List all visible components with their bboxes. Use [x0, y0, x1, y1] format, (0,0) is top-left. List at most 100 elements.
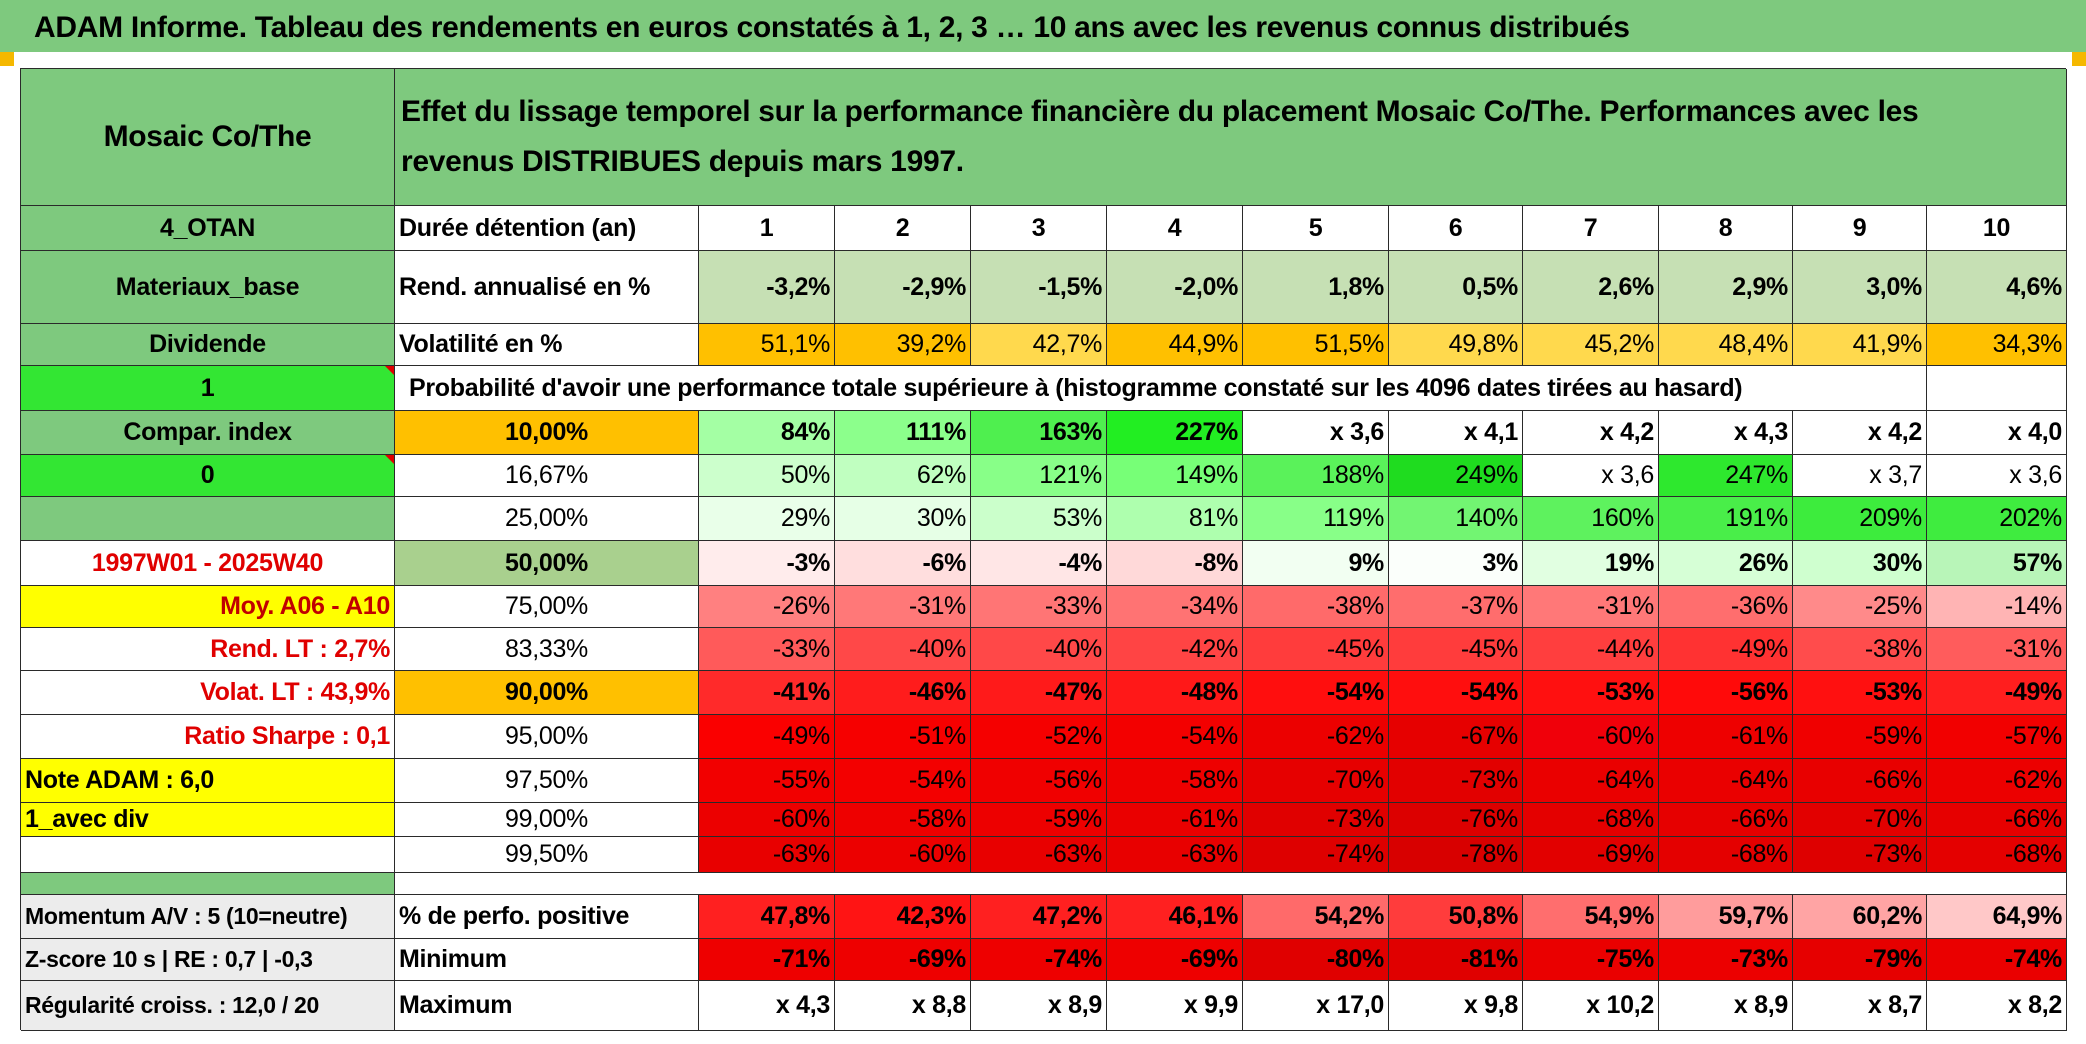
separator-green [21, 873, 395, 895]
quantile-value: -6% [835, 541, 971, 586]
quantile-value: 57% [1927, 541, 2067, 586]
quantile-label: 99,50% [395, 837, 699, 873]
quantile-value: -66% [1659, 803, 1793, 837]
quantile-value: -63% [971, 837, 1107, 873]
comment-indicator[interactable] [385, 366, 394, 375]
rend-value: -1,5% [971, 251, 1107, 324]
max-value: x 17,0 [1243, 981, 1389, 1031]
fund-code: 4_OTAN [21, 206, 395, 251]
quantile-value: 62% [835, 455, 971, 497]
vol-value: 41,9% [1793, 324, 1927, 366]
quantile-value: -76% [1389, 803, 1523, 837]
year-header: 1 [699, 206, 835, 251]
rend-value: -2,9% [835, 251, 971, 324]
proba-description: Probabilité d'avoir une performance tota… [395, 366, 1927, 411]
quantile-value: x 4,3 [1659, 411, 1793, 455]
min-value: -79% [1793, 939, 1927, 981]
max-value: x 9,9 [1107, 981, 1243, 1031]
spacer-row [395, 873, 2067, 895]
quantile-value: -68% [1927, 837, 2067, 873]
min-value: -74% [1927, 939, 2067, 981]
comment-indicator[interactable] [385, 455, 394, 464]
quantile-value: -57% [1927, 715, 2067, 759]
quantile-value: -31% [1523, 586, 1659, 628]
max-value: x 8,9 [1659, 981, 1793, 1031]
min-value: -74% [971, 939, 1107, 981]
min-value: -69% [835, 939, 971, 981]
rend-lt: Rend. LT : 2,7% [21, 628, 395, 671]
ratio-sharpe: Ratio Sharpe : 0,1 [21, 715, 395, 759]
pos-label: % de perfo. positive [395, 895, 699, 939]
quantile-value: -58% [1107, 759, 1243, 803]
quantile-label: 16,67% [395, 455, 699, 497]
quantile-value: 188% [1243, 455, 1389, 497]
quantile-value: -14% [1927, 586, 2067, 628]
year-header: 10 [1927, 206, 2067, 251]
vol-value: 39,2% [835, 324, 971, 366]
flag-zero: 0 [21, 455, 395, 497]
min-value: -75% [1523, 939, 1659, 981]
quantile-value: 202% [1927, 497, 2067, 541]
rend-value: 0,5% [1389, 251, 1523, 324]
quantile-value: -49% [699, 715, 835, 759]
quantile-value: -44% [1523, 628, 1659, 671]
quantile-value: -61% [1659, 715, 1793, 759]
quantile-value: -53% [1793, 671, 1927, 715]
quantile-label: 99,00% [395, 803, 699, 837]
quantile-value: -49% [1927, 671, 2067, 715]
rend-value: -3,2% [699, 251, 835, 324]
avec-div: 1_avec div [21, 803, 395, 837]
pos-value: 42,3% [835, 895, 971, 939]
quantile-value: -40% [971, 628, 1107, 671]
quantile-label: 25,00% [395, 497, 699, 541]
quantile-value: 19% [1523, 541, 1659, 586]
quantile-value: -78% [1389, 837, 1523, 873]
max-value: x 8,8 [835, 981, 971, 1031]
quantile-value: 209% [1793, 497, 1927, 541]
pos-value: 54,9% [1523, 895, 1659, 939]
quantile-value: 30% [835, 497, 971, 541]
quantile-value: -63% [1107, 837, 1243, 873]
quantile-value: -64% [1523, 759, 1659, 803]
rend-value: 3,0% [1793, 251, 1927, 324]
year-header: 8 [1659, 206, 1793, 251]
max-value: x 8,9 [971, 981, 1107, 1031]
quantile-value: -4% [971, 541, 1107, 586]
quantile-value: -42% [1107, 628, 1243, 671]
quantile-value: -31% [1927, 628, 2067, 671]
compar-index: Compar. index [21, 411, 395, 455]
quantile-label: 75,00% [395, 586, 699, 628]
rend-value: -2,0% [1107, 251, 1243, 324]
quantile-value: 140% [1389, 497, 1523, 541]
quantile-value: -37% [1389, 586, 1523, 628]
quantile-value: -25% [1793, 586, 1927, 628]
pos-value: 54,2% [1243, 895, 1389, 939]
quantile-value: -47% [971, 671, 1107, 715]
quantile-value: -31% [835, 586, 971, 628]
quantile-value: 84% [699, 411, 835, 455]
quantile-value: -48% [1107, 671, 1243, 715]
vol-value: 51,1% [699, 324, 835, 366]
quantile-value: 249% [1389, 455, 1523, 497]
volat-lt: Volat. LT : 43,9% [21, 671, 395, 715]
quantile-value: -40% [835, 628, 971, 671]
quantile-value: -38% [1243, 586, 1389, 628]
quantile-value: 247% [1659, 455, 1793, 497]
quantile-value: -54% [1107, 715, 1243, 759]
min-value: -80% [1243, 939, 1389, 981]
empty-cell [1927, 366, 2067, 411]
report-title: ADAM Informe. Tableau des rendements en … [0, 0, 2086, 52]
zscore: Z-score 10 s | RE : 0,7 | -0,3 [21, 939, 395, 981]
vol-value: 45,2% [1523, 324, 1659, 366]
quantile-value: -52% [971, 715, 1107, 759]
vol-value: 44,9% [1107, 324, 1243, 366]
empty-green [21, 497, 395, 541]
pos-value: 50,8% [1389, 895, 1523, 939]
quantile-value: -49% [1659, 628, 1793, 671]
quantile-value: -67% [1389, 715, 1523, 759]
note-adam: Note ADAM : 6,0 [21, 759, 395, 803]
quantile-value: -58% [835, 803, 971, 837]
vol-label: Volatilité en % [395, 324, 699, 366]
max-value: x 10,2 [1523, 981, 1659, 1031]
year-header: 7 [1523, 206, 1659, 251]
